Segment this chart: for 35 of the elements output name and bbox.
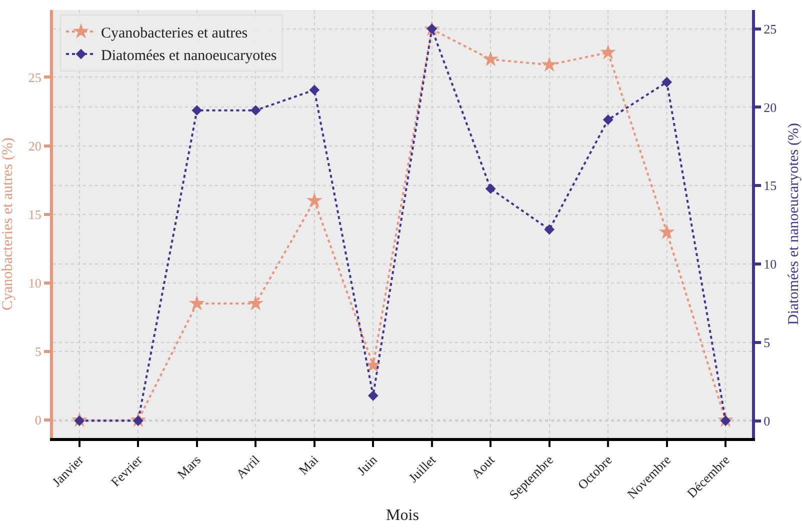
- legend-label: Cyanobacteries et autres: [100, 25, 248, 42]
- y-tick-label: 10: [28, 276, 42, 291]
- point: [600, 44, 616, 60]
- point: [365, 356, 382, 372]
- y2-axis-title: Diatomées et nanoeucaryotes (%): [786, 123, 802, 325]
- y-tick-label: 25: [28, 70, 42, 85]
- point: [662, 76, 672, 88]
- y-tick-label: 20: [28, 138, 42, 154]
- point: [482, 50, 499, 66]
- point: [306, 192, 322, 208]
- point: [541, 56, 558, 72]
- point: [188, 295, 205, 310]
- y2-tick-label: 0: [764, 413, 770, 428]
- y2-tick-label: 25: [764, 21, 777, 36]
- x-axis-title: Mois: [386, 506, 419, 524]
- y2-tick-label: 5: [764, 334, 770, 350]
- point: [544, 224, 555, 235]
- x-tick-label: Juin: [354, 452, 380, 478]
- y-tick-label: 15: [28, 206, 42, 222]
- y-tick-label: 0: [34, 412, 42, 428]
- point: [250, 105, 261, 116]
- point: [658, 224, 675, 240]
- y-axis-title: Cyanobacteries et autres (%): [0, 138, 16, 310]
- x-tick-label: Mai: [296, 452, 322, 478]
- y2-tick-label: 20: [764, 100, 777, 115]
- point: [602, 114, 614, 125]
- y2-tick-label: 15: [764, 178, 777, 194]
- y2-tick-label: 10: [764, 256, 777, 272]
- point: [309, 84, 320, 96]
- point: [485, 184, 496, 194]
- point: [248, 295, 264, 310]
- point: [192, 105, 202, 116]
- y-tick-label: 5: [34, 344, 42, 360]
- point: [368, 390, 378, 401]
- legend-label: Diatomées et nanoeucaryotes: [100, 48, 277, 64]
